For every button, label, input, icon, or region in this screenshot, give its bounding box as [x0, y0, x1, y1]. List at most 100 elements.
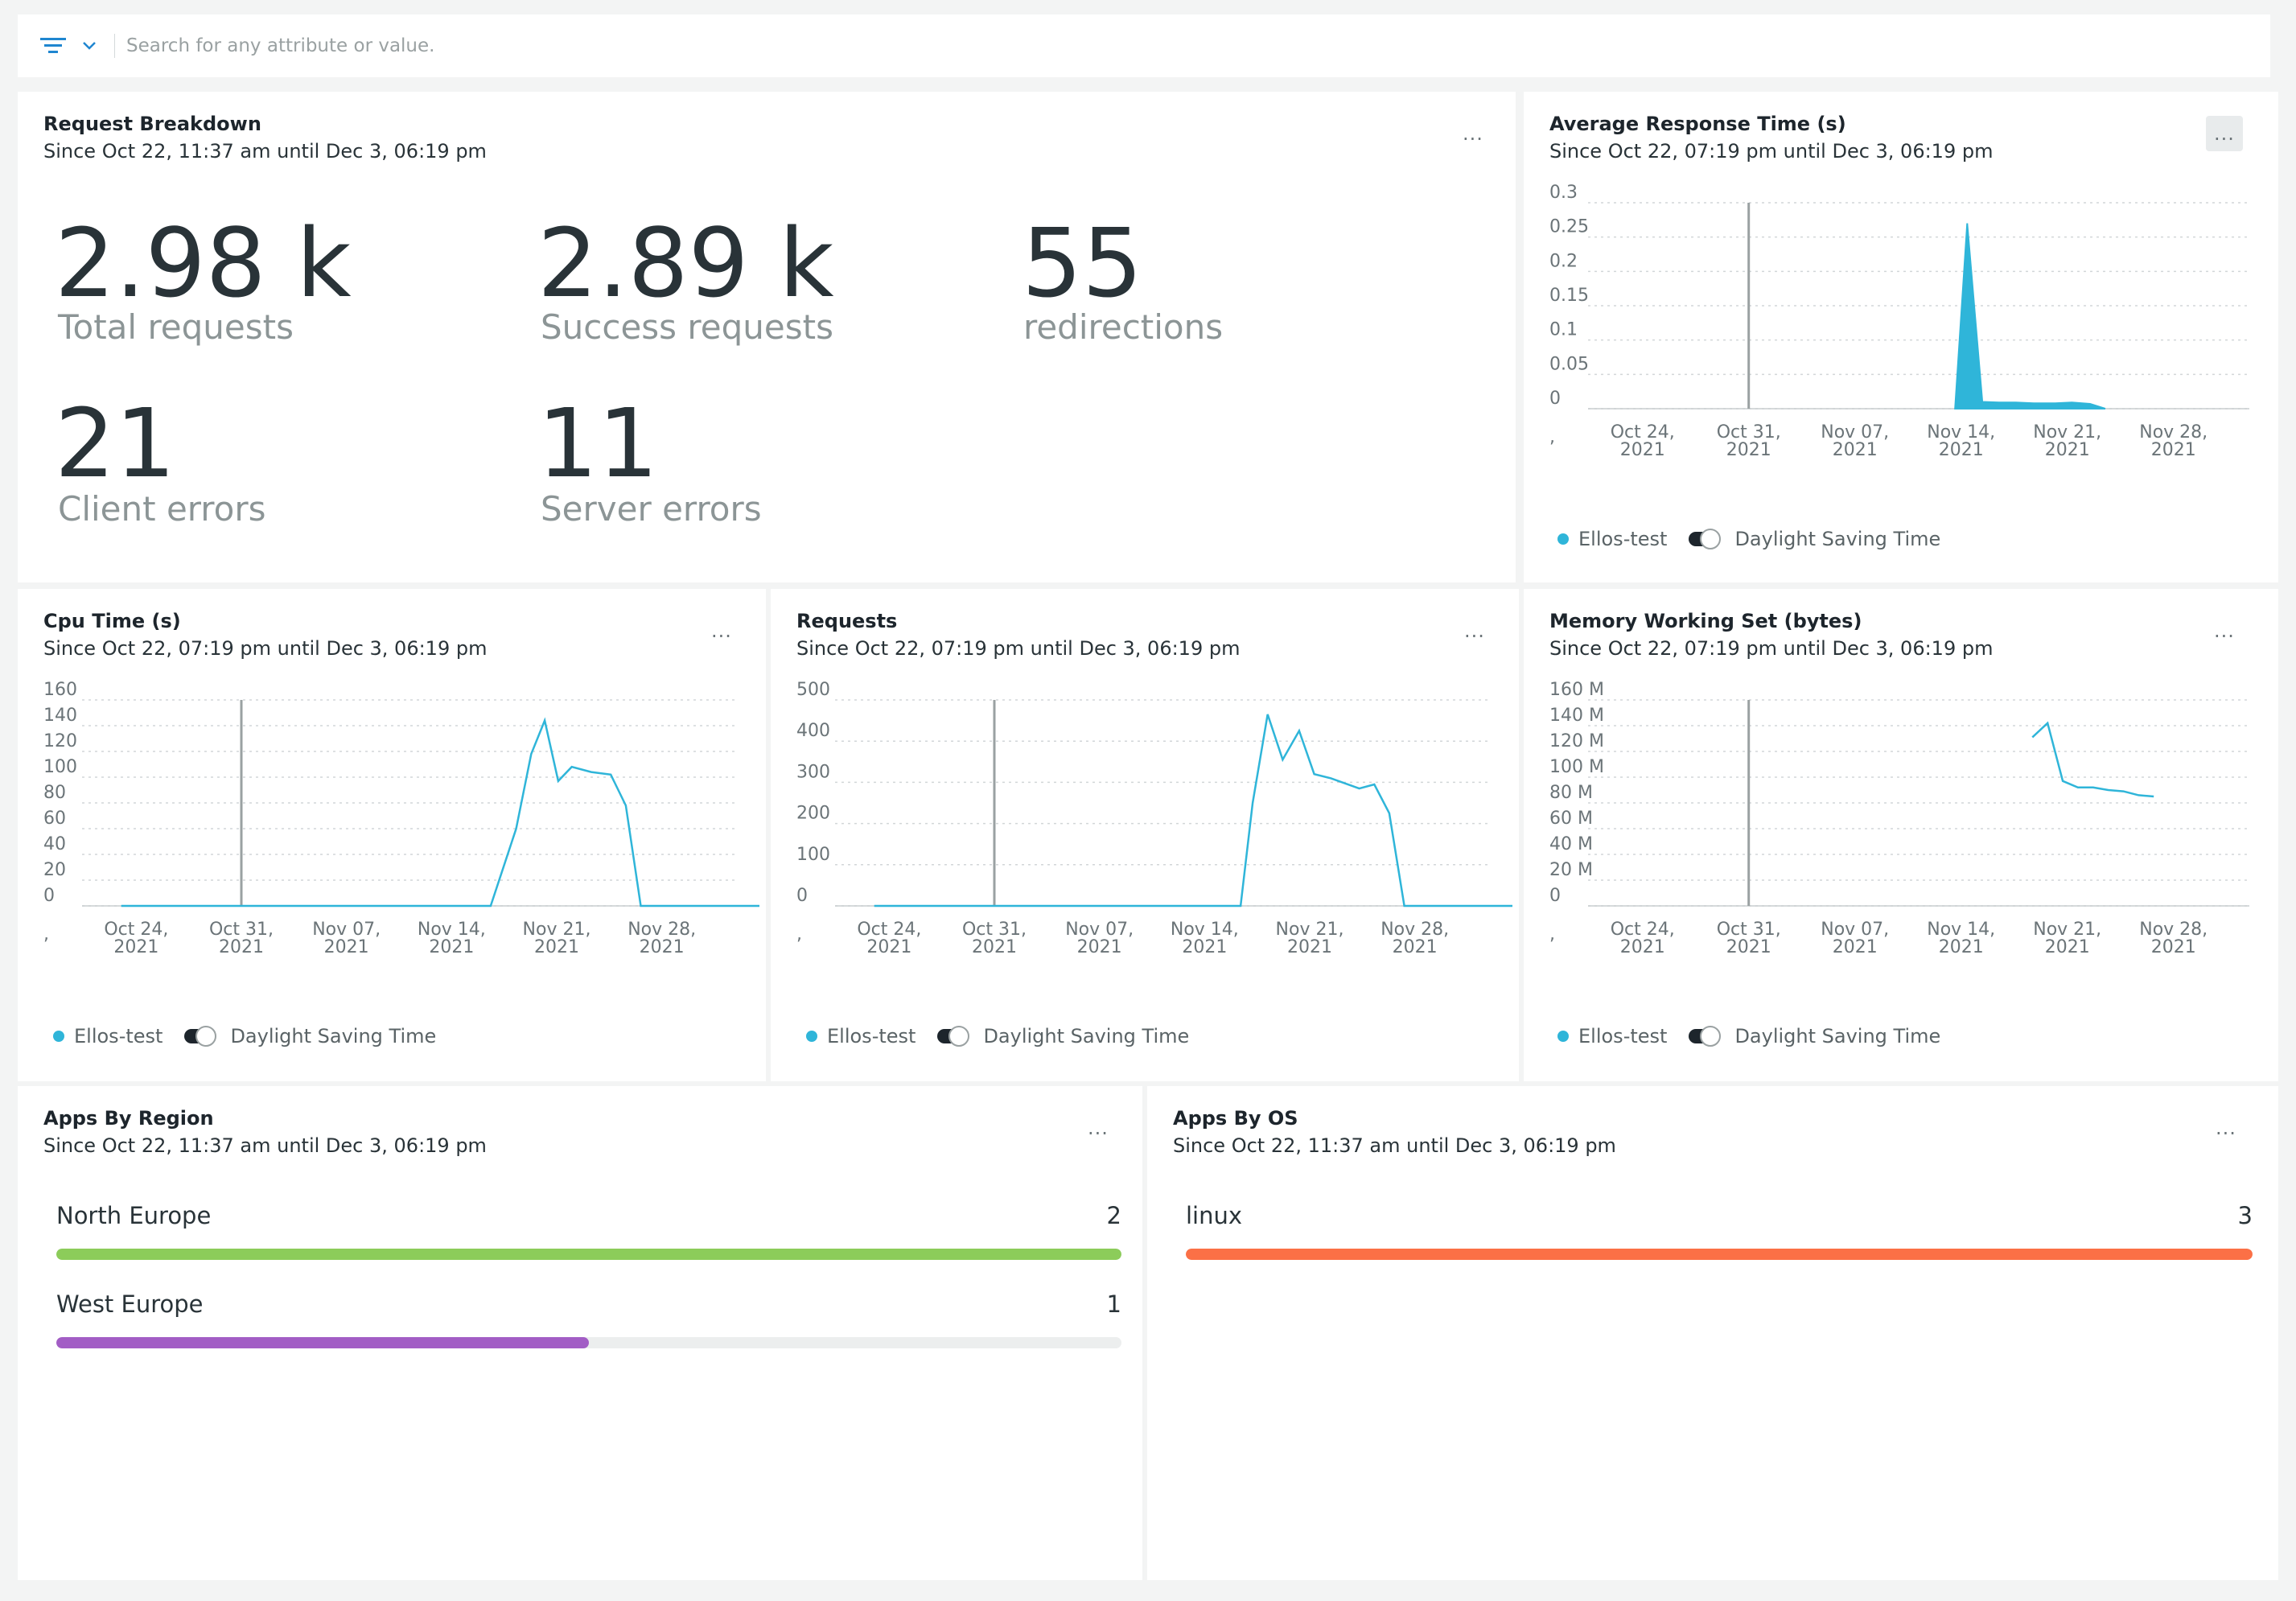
dst-toggle[interactable]	[936, 1025, 972, 1047]
metric-value-server-errors: 11	[537, 388, 659, 499]
x-tick-label: 2021	[866, 937, 911, 957]
x-tick-label: Nov 14,	[1927, 422, 1995, 442]
x-tick-label: Oct 24,	[104, 920, 168, 940]
more-options-button[interactable]: ...	[1088, 1117, 1109, 1139]
x-tick-label: Oct 24,	[1611, 920, 1675, 940]
x-tick-label: 2021	[534, 937, 579, 957]
bar-label-west-europe: West Europe	[56, 1290, 204, 1318]
widget-time-range: Since Oct 22, 07:19 pm until Dec 3, 06:1…	[43, 637, 488, 660]
x-tick-label: 2021	[1939, 440, 1984, 460]
x-tick-label: 2021	[972, 937, 1017, 957]
x-tick-label: Nov 21,	[2033, 422, 2101, 442]
y-tick-label: 60 M	[1549, 809, 1593, 829]
widget-title: Apps By OS	[1173, 1107, 1298, 1130]
x-tick-label: 2021	[113, 937, 158, 957]
series-dot-icon	[806, 1031, 817, 1042]
y-tick-label: 0	[796, 886, 808, 906]
legend-series-label[interactable]: Ellos-test	[1578, 528, 1668, 550]
request-breakdown-widget: Request Breakdown Since Oct 22, 11:37 am…	[18, 92, 1516, 582]
dst-toggle-label: Daylight Saving Time	[983, 1025, 1190, 1047]
x-tick-label: 2021	[2151, 937, 2196, 957]
x-tick-label: 2021	[1620, 440, 1665, 460]
dst-toggle[interactable]	[183, 1025, 219, 1047]
x-tick-label: Oct 24,	[857, 920, 921, 940]
legend-series-label[interactable]: Ellos-test	[1578, 1025, 1668, 1047]
more-options-button[interactable]: ...	[2206, 116, 2243, 151]
x-tick-label: 2021	[1393, 937, 1438, 957]
x-tick-label: Nov 07,	[1821, 920, 1889, 940]
y-tick-label: 100 M	[1549, 757, 1604, 777]
chart-legend: Ellos-test Daylight Saving Time	[806, 1025, 1189, 1047]
dst-toggle-label: Daylight Saving Time	[230, 1025, 437, 1047]
bar-fill-linux	[1186, 1249, 2253, 1260]
widget-time-range: Since Oct 22, 07:19 pm until Dec 3, 06:1…	[796, 637, 1241, 660]
more-options-button[interactable]: ...	[1463, 122, 1483, 145]
dst-toggle-label: Daylight Saving Time	[1734, 528, 1941, 550]
x-tick-label: Nov 21,	[1276, 920, 1344, 940]
metric-label-total-requests: Total requests	[58, 307, 294, 347]
bar-value-north-europe: 2	[1106, 1202, 1121, 1229]
y-tick-label: 300	[796, 762, 830, 782]
x-tick-label: 2021	[2045, 440, 2090, 460]
y-tick-label: 140	[43, 706, 77, 726]
bar-label-north-europe: North Europe	[56, 1202, 212, 1229]
x-tick-label: ,	[1549, 924, 1555, 945]
bar-fill-west-europe	[56, 1337, 589, 1348]
filter-icon[interactable]	[39, 34, 68, 58]
more-options-button[interactable]: ...	[1464, 619, 1485, 642]
y-tick-label: 100	[43, 757, 77, 777]
x-tick-label: 2021	[1833, 440, 1878, 460]
memory-chart: 160 M 140 M 120 M 100 M 80 M 60 M 40 M 20 M 0, Oc…	[1549, 680, 2249, 957]
x-tick-label: ,	[796, 924, 802, 945]
x-tick-label: 2021	[1182, 937, 1227, 957]
x-tick-label: Nov 07,	[312, 920, 381, 940]
more-options-button[interactable]: ...	[2214, 619, 2235, 642]
widget-title: Request Breakdown	[43, 113, 261, 135]
widget-time-range: Since Oct 22, 11:37 am until Dec 3, 06:1…	[43, 140, 487, 163]
metric-value-success-requests: 2.89 k	[537, 208, 834, 319]
cpu-time-widget: Cpu Time (s) Since Oct 22, 07:19 pm unti…	[18, 589, 766, 1081]
widget-title: Average Response Time (s)	[1549, 113, 1846, 135]
x-tick-label: Nov 07,	[1821, 422, 1889, 442]
widget-time-range: Since Oct 22, 07:19 pm until Dec 3, 06:1…	[1549, 637, 1994, 660]
filter-bar	[18, 14, 2270, 77]
y-tick-label: 0.3	[1549, 183, 1578, 203]
dst-toggle[interactable]	[1688, 1025, 1723, 1047]
x-tick-label: 2021	[2151, 440, 2196, 460]
bar-fill-north-europe	[56, 1249, 1121, 1260]
more-options-button[interactable]: ...	[711, 619, 732, 642]
y-tick-label: 160	[43, 680, 77, 700]
y-tick-label: 0	[43, 886, 55, 906]
bar-track-north-europe[interactable]	[56, 1249, 1121, 1260]
bar-track-linux[interactable]	[1186, 1249, 2253, 1260]
dst-toggle[interactable]	[1688, 528, 1723, 550]
series-line	[121, 717, 759, 908]
metric-label-client-errors: Client errors	[58, 489, 266, 529]
chevron-down-icon[interactable]	[79, 38, 100, 54]
legend-series-label[interactable]: Ellos-test	[74, 1025, 163, 1047]
chart-legend: Ellos-test Daylight Saving Time	[53, 1025, 436, 1047]
apps-by-os-widget: Apps By OS Since Oct 22, 11:37 am until …	[1147, 1086, 2278, 1580]
y-tick-label: 0	[1549, 886, 1561, 906]
avg-response-time-widget: Average Response Time (s) Since Oct 22, …	[1524, 92, 2278, 582]
x-tick-label: 2021	[1726, 440, 1771, 460]
search-input[interactable]	[125, 35, 1093, 57]
x-tick-label: 2021	[1939, 937, 1984, 957]
y-tick-label: 0	[1549, 389, 1561, 409]
x-tick-label: Nov 14,	[1927, 920, 1995, 940]
y-tick-label: 20 M	[1549, 860, 1593, 880]
y-tick-label: 80	[43, 783, 66, 803]
more-options-button[interactable]: ...	[2216, 1117, 2236, 1139]
bar-label-linux: linux	[1186, 1202, 1243, 1229]
x-tick-label: ,	[43, 924, 49, 945]
series-dot-icon	[1557, 533, 1569, 545]
bar-track-west-europe[interactable]	[56, 1337, 1121, 1348]
y-tick-label: 120	[43, 731, 77, 751]
metric-value-redirections: 55	[1022, 208, 1143, 319]
legend-series-label[interactable]: Ellos-test	[827, 1025, 916, 1047]
widget-title: Memory Working Set (bytes)	[1549, 610, 1862, 632]
metric-label-server-errors: Server errors	[541, 489, 762, 529]
y-tick-label: 120 M	[1549, 731, 1604, 751]
